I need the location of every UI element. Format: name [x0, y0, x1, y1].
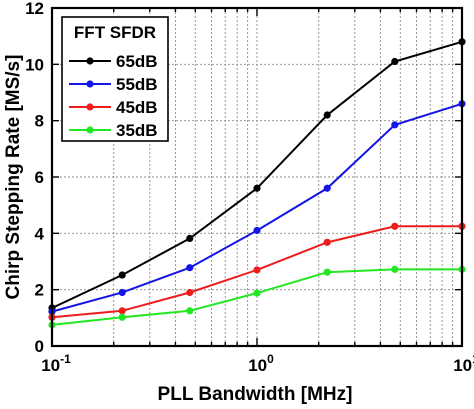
x-tick-label: 10-1 — [41, 352, 71, 375]
data-point — [186, 307, 194, 315]
legend-item: 65dB — [69, 52, 158, 71]
data-point — [323, 238, 331, 246]
data-point — [323, 184, 331, 192]
legend-label: 55dB — [116, 75, 158, 94]
legend-swatch-marker — [86, 126, 94, 134]
data-point — [253, 289, 261, 297]
y-tick-label: 4 — [35, 224, 45, 243]
series-65dB — [48, 38, 466, 312]
data-point — [118, 307, 126, 315]
y-tick-label: 8 — [35, 112, 44, 131]
series-layer — [48, 38, 466, 329]
legend-box — [61, 16, 169, 142]
data-point — [118, 271, 126, 279]
legend-item: 35dB — [69, 121, 158, 140]
data-point — [391, 265, 399, 273]
y-tick-label: 10 — [25, 55, 44, 74]
data-point — [186, 234, 194, 243]
y-tick-label: 2 — [35, 281, 44, 300]
legend-item: 55dB — [69, 75, 158, 94]
legend-swatch-marker — [86, 57, 94, 65]
legend-label: 35dB — [116, 121, 158, 140]
legend-items: 65dB 55dB 45dB 35dB — [69, 52, 158, 140]
data-point — [186, 288, 194, 297]
legend-swatch-marker — [86, 80, 94, 88]
x-tick-label: 100 — [248, 352, 274, 375]
data-point — [391, 222, 399, 230]
data-point — [391, 121, 399, 129]
data-point — [253, 184, 261, 192]
y-tick-label: 6 — [35, 168, 44, 187]
data-point — [323, 268, 331, 276]
data-point — [186, 264, 194, 272]
x-axis-label: PLL Bandwidth [MHz] — [158, 384, 353, 405]
legend: FFT SFDR 65dB 55dB 45dB 35dB — [61, 16, 169, 142]
legend-label: 45dB — [116, 98, 158, 117]
data-point — [118, 313, 126, 321]
y-tick-label: 0 — [35, 337, 44, 356]
data-point — [253, 266, 261, 274]
x-tick-labels: 10-1 100 101 — [41, 352, 474, 375]
series-35dB — [48, 265, 466, 329]
legend-title: FFT SFDR — [74, 23, 156, 42]
y-tick-label: 12 — [25, 0, 44, 18]
y-axis-label: Chirp Stepping Rate [MS/s] — [3, 55, 24, 300]
tick-marks — [51, 7, 462, 347]
x-tick-label: 101 — [453, 352, 474, 375]
legend-label: 65dB — [116, 52, 158, 71]
data-point — [323, 111, 331, 119]
y-tick-labels: 0 2 4 6 8 10 12 — [25, 0, 44, 356]
legend-item: 45dB — [69, 98, 158, 117]
data-point — [253, 226, 261, 235]
data-point — [391, 57, 399, 66]
legend-swatch-marker — [86, 103, 94, 111]
data-point — [118, 288, 126, 297]
